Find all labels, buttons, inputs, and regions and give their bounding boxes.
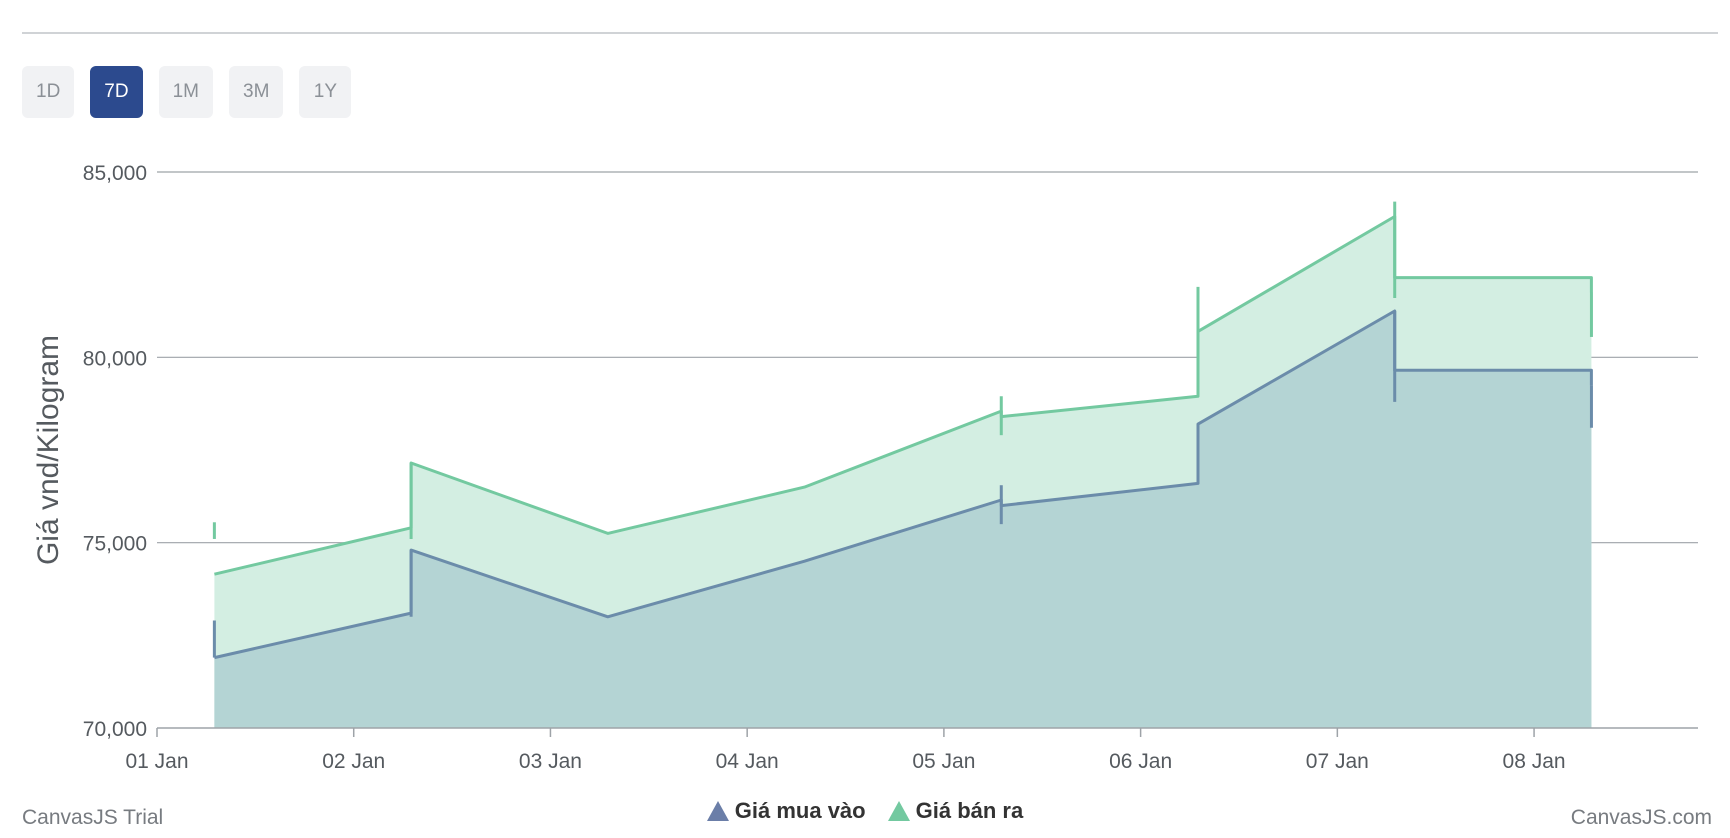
x-tick-label: 04 Jan [716, 750, 779, 773]
y-axis-title: Giá vnd/Kilogram [32, 335, 65, 565]
legend-item-sell[interactable]: Giá bán ra [887, 798, 1024, 824]
legend-item-buy[interactable]: Giá mua vào [706, 798, 866, 824]
top-divider [22, 32, 1718, 34]
x-tick-label: 07 Jan [1306, 750, 1369, 773]
range-button-7d[interactable]: 7D [90, 66, 143, 118]
triangle-icon [706, 801, 729, 821]
y-tick-label: 80,000 [83, 347, 147, 370]
x-tick-label: 06 Jan [1109, 750, 1172, 773]
y-tick-label: 85,000 [83, 162, 147, 185]
credit-trial[interactable]: CanvasJS Trial [22, 806, 164, 829]
series-area-0 [214, 311, 1592, 728]
credit-link[interactable]: CanvasJS.com [1570, 806, 1712, 829]
x-tick-label: 08 Jan [1503, 750, 1566, 773]
x-tick-label: 03 Jan [519, 750, 582, 773]
range-button-1d[interactable]: 1D [22, 66, 75, 118]
y-tick-label: 70,000 [83, 718, 147, 741]
range-button-3m[interactable]: 3M [229, 66, 284, 118]
legend-label-sell: Giá bán ra [915, 798, 1024, 823]
range-button-1y[interactable]: 1Y [299, 66, 352, 118]
legend-label-buy: Giá mua vào [734, 798, 866, 823]
y-tick-label: 75,000 [83, 533, 147, 556]
x-tick-label: 02 Jan [322, 750, 385, 773]
triangle-icon [887, 801, 910, 821]
range-button-1m[interactable]: 1M [158, 66, 213, 118]
x-tick-label: 01 Jan [125, 750, 188, 773]
x-tick-label: 05 Jan [912, 750, 975, 773]
range-selector: 1D 7D 1M 3M 1Y [22, 66, 352, 118]
chart-legend: Giá mua vào Giá bán ra [0, 798, 1730, 824]
